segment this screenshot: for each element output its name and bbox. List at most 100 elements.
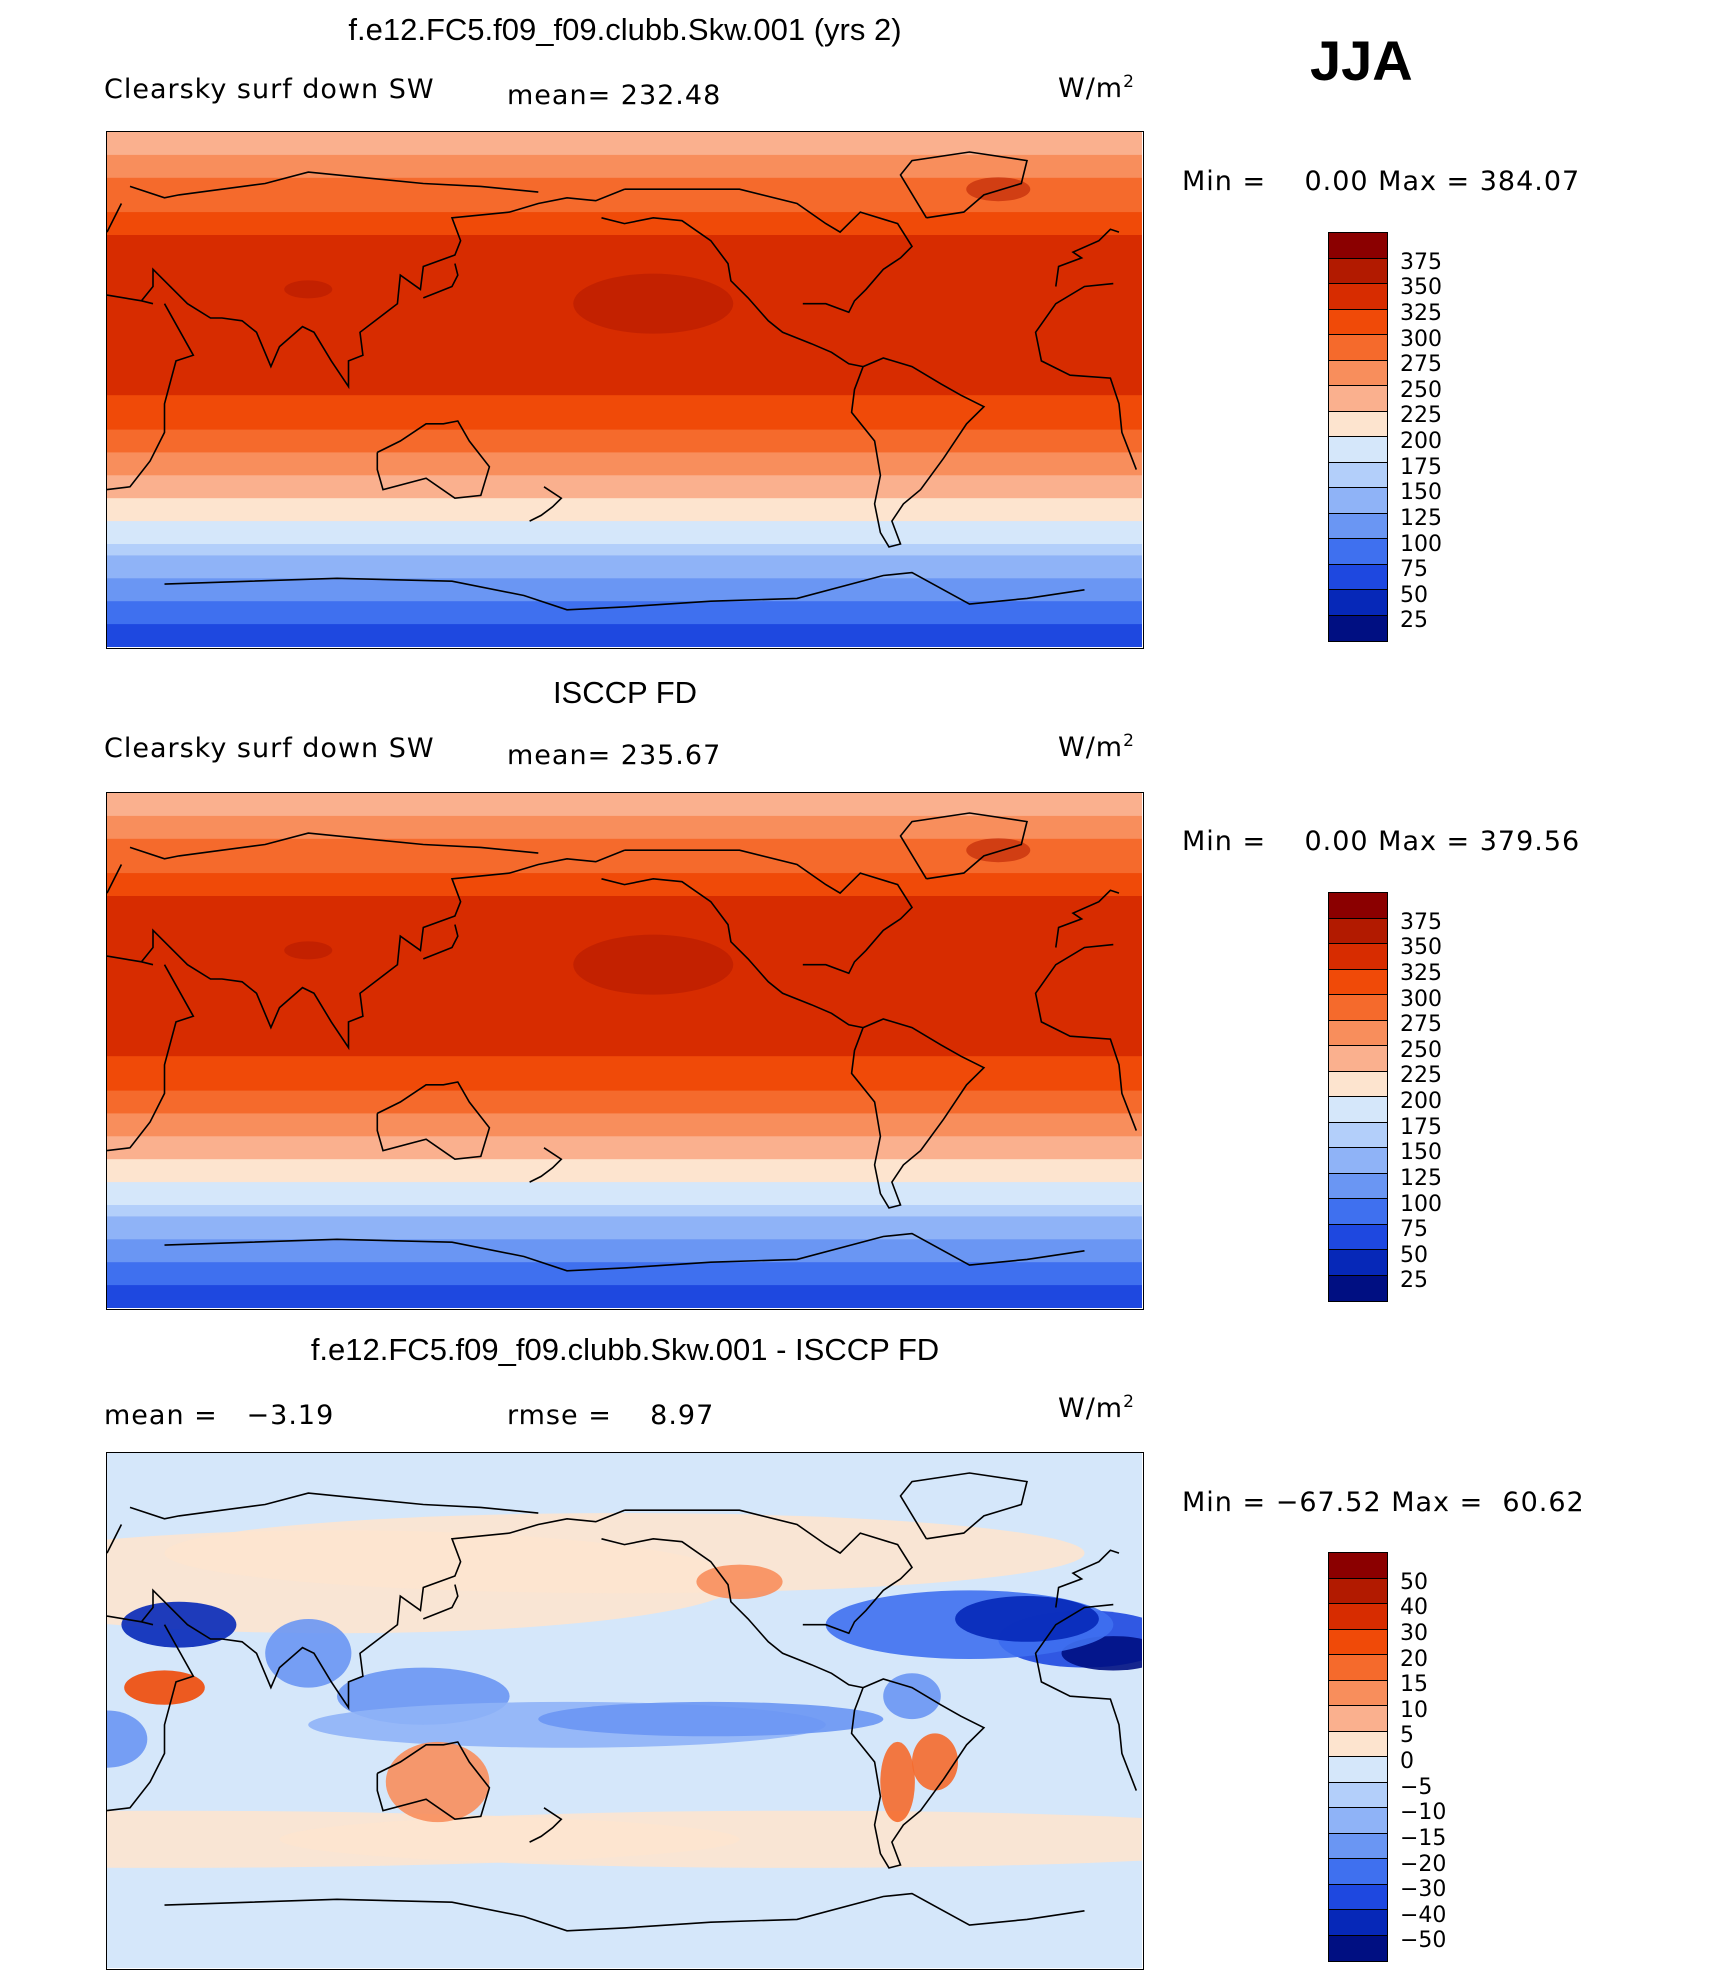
field-band <box>107 269 1142 282</box>
field-band <box>107 486 1142 499</box>
panel3-minmax: Min = −67.52 Max = 60.62 <box>1182 1487 1585 1518</box>
colorbar-tick-label: −30 <box>1400 1877 1447 1903</box>
coastline <box>140 1509 625 1711</box>
anomaly-region <box>107 1710 148 1768</box>
colorbar-swatch <box>1329 969 1387 995</box>
colorbar-tick-label: 30 <box>1400 1620 1428 1646</box>
panel3-colorbar <box>1328 1552 1388 1962</box>
field-band <box>107 907 1142 920</box>
colorbar-swatch <box>1329 944 1387 970</box>
field-band <box>107 246 1142 259</box>
field-band <box>107 624 1142 637</box>
coastline <box>850 1678 986 1869</box>
colorbar-tick-label: 225 <box>1400 403 1442 429</box>
colorbar-swatch <box>1329 1706 1387 1732</box>
coastline <box>624 1509 914 1635</box>
colorbar-swatch <box>1329 513 1387 539</box>
field-highlight <box>284 280 333 299</box>
panel1-colorbar <box>1328 232 1388 642</box>
coastline <box>423 1584 459 1620</box>
colorbar-tick-label: 150 <box>1400 480 1442 506</box>
field-band <box>107 566 1142 580</box>
field-band <box>107 532 1142 545</box>
field-band <box>107 804 1142 817</box>
coastline <box>850 1018 986 1209</box>
colorbar-swatch <box>1329 1020 1387 1046</box>
colorbar-tick-label: −5 <box>1400 1774 1433 1800</box>
colorbar-swatch <box>1329 488 1387 514</box>
colorbar-swatch <box>1329 335 1387 361</box>
colorbar-swatch <box>1329 1097 1387 1123</box>
coastline <box>529 1807 563 1843</box>
coastline <box>624 849 914 975</box>
field-band <box>107 1296 1142 1308</box>
coastline <box>601 216 864 368</box>
anomaly-region <box>955 1596 1099 1642</box>
coastline <box>529 1147 563 1183</box>
anomaly-region <box>883 1673 941 1720</box>
panel1-title: f.e12.FC5.f09_f09.clubb.Skw.001 (yrs 2) <box>348 12 902 47</box>
panel3-rmse: rmse = 8.97 <box>507 1400 715 1431</box>
colorbar-tick-label: 275 <box>1400 352 1442 378</box>
field-band <box>107 1102 1142 1115</box>
field-band <box>107 827 1142 840</box>
panel1-map <box>106 131 1144 649</box>
panel3-map <box>106 1452 1144 1970</box>
coastline <box>529 486 563 522</box>
field-band <box>107 326 1142 339</box>
colorbar-tick-label: −20 <box>1400 1851 1447 1877</box>
colorbar-swatch <box>1329 1884 1387 1910</box>
colorbar-swatch <box>1329 615 1387 641</box>
coastline <box>107 1492 1120 1608</box>
colorbar-swatch <box>1329 1782 1387 1808</box>
field-band <box>107 1285 1142 1298</box>
field-band <box>107 360 1142 374</box>
field-band <box>107 1239 1142 1252</box>
field-band <box>107 987 1142 1000</box>
colorbar-tick-label: 100 <box>1400 1191 1442 1217</box>
field-band <box>107 1090 1142 1103</box>
colorbar-tick-label: 250 <box>1400 377 1442 403</box>
coastline <box>899 1472 1028 1540</box>
colorbar-tick-label: 275 <box>1400 1012 1442 1038</box>
anomaly-region <box>696 1564 783 1599</box>
colorbar-tick-label: 20 <box>1400 1646 1428 1672</box>
field-band <box>107 589 1142 602</box>
coastline <box>423 924 459 960</box>
field-band <box>107 521 1142 534</box>
field-band <box>107 429 1142 442</box>
colorbar-tick-label: 75 <box>1400 1217 1428 1243</box>
field-band <box>107 815 1142 829</box>
colorbar-tick-label: −10 <box>1400 1800 1447 1826</box>
field-band <box>107 1033 1142 1046</box>
coastline <box>899 812 1028 880</box>
anomaly-region <box>912 1733 958 1791</box>
panel3-mean: mean = −3.19 <box>104 1400 335 1431</box>
colorbar-tick-label: 75 <box>1400 557 1428 583</box>
colorbar-swatch <box>1329 590 1387 616</box>
colorbar-swatch <box>1329 233 1387 259</box>
colorbar-swatch <box>1329 1578 1387 1604</box>
colorbar-swatch <box>1329 1071 1387 1097</box>
field-band <box>107 463 1142 477</box>
panel2-title: ISCCP FD <box>552 675 698 710</box>
colorbar-tick-label: 10 <box>1400 1697 1428 1723</box>
colorbar-swatch <box>1329 1680 1387 1706</box>
field-band <box>107 1124 1142 1138</box>
colorbar-swatch <box>1329 893 1387 919</box>
field-band <box>107 635 1142 647</box>
colorbar-tick-label: 375 <box>1400 909 1442 935</box>
field-band <box>107 406 1142 419</box>
panel2-units: W/m2 <box>1058 731 1135 763</box>
colorbar-swatch <box>1329 1757 1387 1783</box>
colorbar-tick-label: −50 <box>1400 1928 1447 1954</box>
colorbar-swatch <box>1329 462 1387 488</box>
colorbar-tick-label: 150 <box>1400 1140 1442 1166</box>
colorbar-swatch <box>1329 411 1387 437</box>
colorbar-tick-label: 200 <box>1400 1089 1442 1114</box>
colorbar-swatch <box>1329 1935 1387 1961</box>
colorbar-swatch <box>1329 309 1387 335</box>
colorbar-swatch <box>1329 1910 1387 1936</box>
panel1-units: W/m2 <box>1058 72 1135 104</box>
panel1-minmax: Min = 0.00 Max = 384.07 <box>1182 166 1581 197</box>
